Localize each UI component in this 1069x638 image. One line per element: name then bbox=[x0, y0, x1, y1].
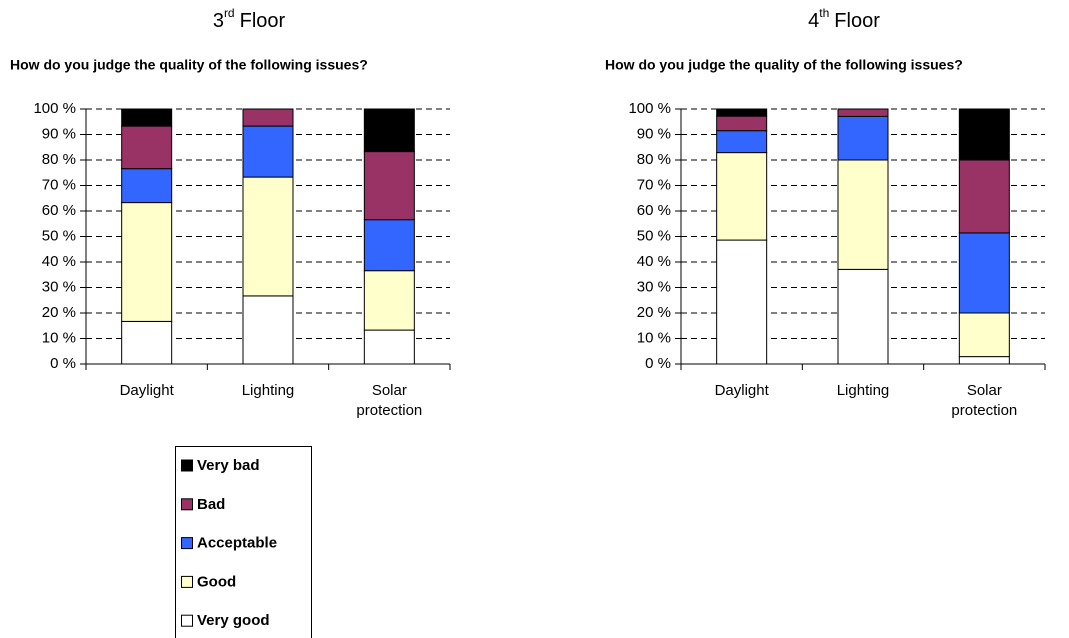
y-tick-label: 100 % bbox=[628, 100, 671, 117]
title-number: 3 bbox=[213, 10, 224, 32]
bar-segment: Very good bbox=[716, 239, 768, 365]
y-tick-label: 90 % bbox=[42, 125, 76, 142]
bar-segment: Acceptable bbox=[958, 232, 1010, 314]
y-tick-label: 50 % bbox=[637, 227, 671, 244]
bar-segment: Bad bbox=[958, 159, 1010, 234]
x-tick-label: Lighting bbox=[242, 382, 295, 399]
title-suffix: th bbox=[819, 6, 829, 20]
y-tick-label: 60 % bbox=[42, 202, 76, 219]
bar-segment: Very good bbox=[958, 356, 1010, 365]
legend-swatch bbox=[181, 575, 193, 588]
bar-segment: Very good bbox=[242, 295, 294, 365]
legend-swatch bbox=[181, 537, 193, 550]
x-tick-label: Daylight bbox=[715, 382, 770, 399]
y-tick-label: 10 % bbox=[637, 329, 671, 346]
x-tick-label: protection bbox=[951, 402, 1017, 419]
legend-label: Bad bbox=[197, 496, 225, 513]
y-tick-label: 20 % bbox=[637, 304, 671, 321]
bar-segment: Bad bbox=[363, 151, 415, 221]
title-number: 4 bbox=[808, 10, 819, 32]
bar-segment: Good bbox=[958, 312, 1010, 358]
y-tick-label: 80 % bbox=[42, 151, 76, 168]
legend-label: Very good bbox=[197, 612, 270, 629]
y-tick-label: 70 % bbox=[42, 176, 76, 193]
x-tick-label: Lighting bbox=[837, 382, 890, 399]
x-tick-label: protection bbox=[356, 402, 422, 419]
bar-segment: Bad bbox=[121, 125, 173, 170]
bar-segment: Very good bbox=[363, 329, 415, 365]
bar-segment: Good bbox=[363, 270, 415, 331]
bar-segment: Very bad bbox=[716, 108, 768, 117]
y-tick-label: 70 % bbox=[637, 176, 671, 193]
y-tick-label: 60 % bbox=[637, 202, 671, 219]
y-tick-label: 40 % bbox=[637, 253, 671, 270]
y-tick-label: 80 % bbox=[637, 151, 671, 168]
bar-segment: Bad bbox=[242, 108, 294, 127]
legend-label: Very bad bbox=[197, 457, 260, 474]
bar-segment: Good bbox=[242, 176, 294, 297]
legend-swatch bbox=[181, 498, 193, 511]
x-tick-label: Solar bbox=[967, 382, 1002, 399]
y-tick-label: 40 % bbox=[42, 253, 76, 270]
bar-segment: Acceptable bbox=[121, 168, 173, 204]
x-tick-label: Daylight bbox=[120, 382, 175, 399]
y-tick-label: 10 % bbox=[42, 329, 76, 346]
title-word: Floor bbox=[834, 10, 880, 32]
y-tick-label: 20 % bbox=[42, 304, 76, 321]
bar-segment: Very good bbox=[837, 268, 889, 365]
chart-subtitle: How do you judge the quality of the foll… bbox=[10, 57, 368, 73]
legend-swatch bbox=[181, 459, 193, 472]
bar-segment: Acceptable bbox=[716, 130, 768, 154]
bar-segment: Good bbox=[716, 152, 768, 241]
title-suffix: rd bbox=[224, 6, 235, 20]
legend-swatch bbox=[181, 614, 193, 627]
bar-segment: Good bbox=[837, 159, 889, 270]
bar-segment: Bad bbox=[716, 115, 768, 132]
bar-segment: Acceptable bbox=[363, 219, 415, 272]
y-tick-label: 30 % bbox=[637, 278, 671, 295]
y-tick-label: 0 % bbox=[645, 355, 671, 372]
legend-box bbox=[175, 446, 312, 638]
title-word: Floor bbox=[240, 10, 286, 32]
bar-segment: Bad bbox=[837, 108, 889, 117]
y-tick-label: 0 % bbox=[50, 355, 76, 372]
y-tick-label: 90 % bbox=[637, 125, 671, 142]
chart-subtitle: How do you judge the quality of the foll… bbox=[605, 57, 963, 73]
bar-segment: Acceptable bbox=[837, 115, 889, 161]
legend-label: Good bbox=[197, 573, 236, 590]
legend-label: Acceptable bbox=[197, 535, 277, 552]
y-tick-label: 50 % bbox=[42, 227, 76, 244]
bar-segment: Very bad bbox=[958, 108, 1010, 161]
x-tick-label: Solar bbox=[372, 382, 407, 399]
chart-title: 4th Floor bbox=[808, 6, 880, 32]
y-tick-label: 30 % bbox=[42, 278, 76, 295]
chart-title: 3rd Floor bbox=[213, 6, 286, 32]
bar-segment: Very bad bbox=[363, 108, 415, 153]
bar-segment: Acceptable bbox=[242, 125, 294, 178]
bar-segment: Very bad bbox=[121, 108, 173, 127]
bar-segment: Good bbox=[121, 202, 173, 322]
y-tick-label: 100 % bbox=[33, 100, 76, 117]
bar-segment: Very good bbox=[121, 320, 173, 365]
